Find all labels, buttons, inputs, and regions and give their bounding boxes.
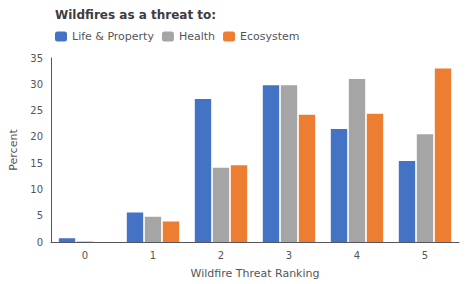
svg-text:2: 2 — [218, 250, 224, 261]
svg-text:10: 10 — [30, 184, 43, 195]
svg-text:Life & Property: Life & Property — [72, 30, 154, 43]
svg-text:35: 35 — [30, 53, 43, 64]
svg-text:4: 4 — [354, 250, 360, 261]
svg-text:Health: Health — [179, 30, 215, 43]
svg-text:3: 3 — [286, 250, 292, 261]
svg-text:Wildfire Threat Ranking: Wildfire Threat Ranking — [191, 267, 320, 280]
svg-text:20: 20 — [30, 131, 43, 142]
svg-text:25: 25 — [30, 105, 43, 116]
svg-text:0: 0 — [82, 250, 88, 261]
svg-text:5: 5 — [37, 210, 43, 221]
svg-text:5: 5 — [422, 250, 428, 261]
svg-text:0: 0 — [37, 237, 43, 248]
svg-text:Percent: Percent — [7, 129, 20, 171]
svg-text:1: 1 — [150, 250, 156, 261]
svg-text:30: 30 — [30, 79, 43, 90]
svg-text:15: 15 — [30, 158, 43, 169]
svg-text:Wildfires as a threat to:: Wildfires as a threat to: — [55, 8, 216, 22]
svg-text:Ecosystem: Ecosystem — [240, 30, 300, 43]
